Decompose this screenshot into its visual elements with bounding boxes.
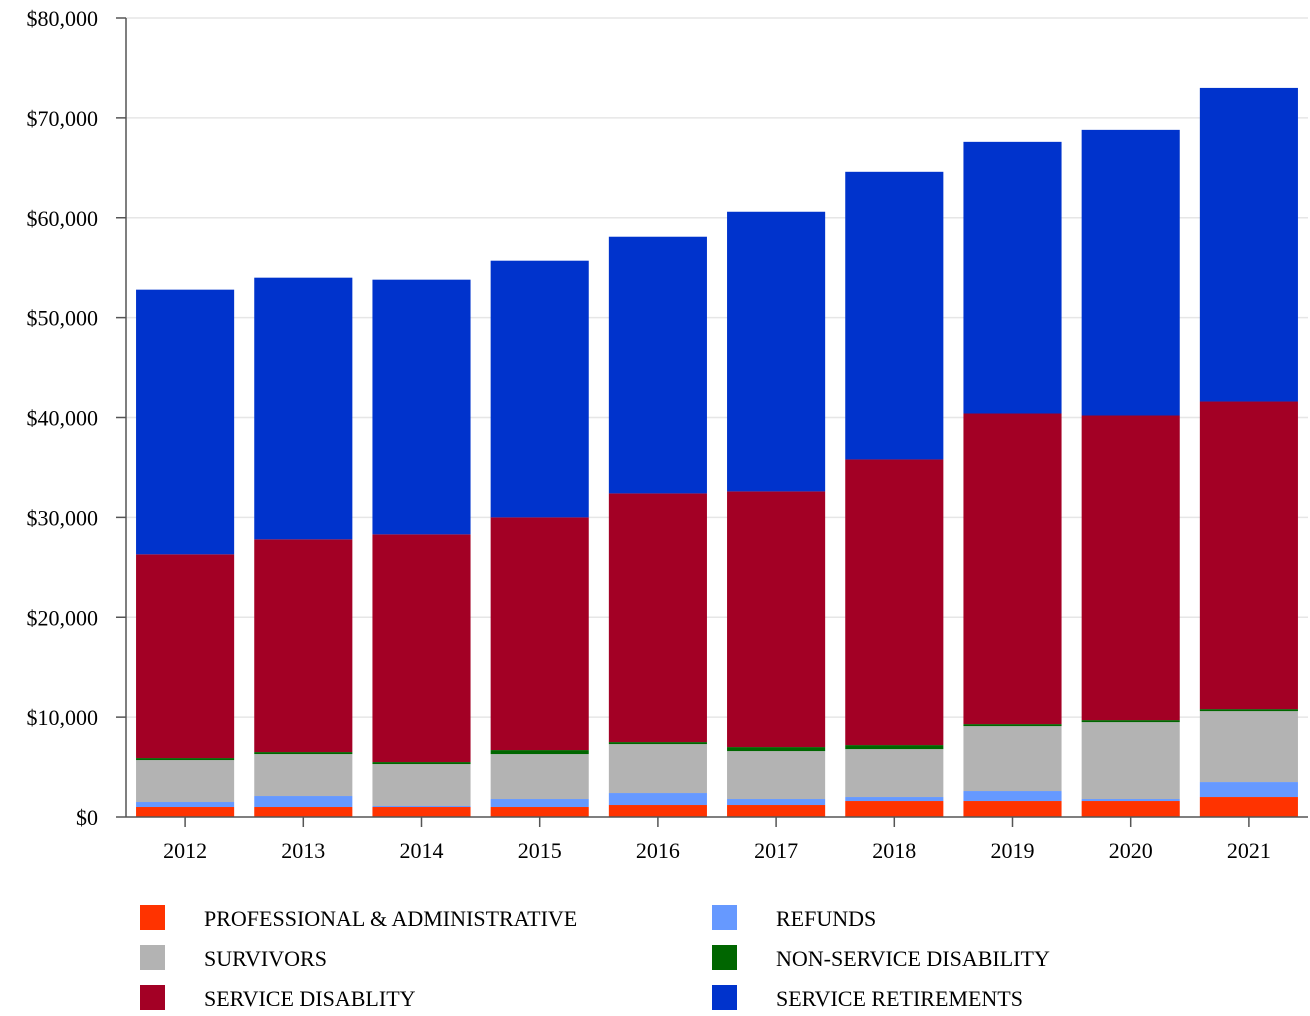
bar-segment-2013-series-0	[254, 807, 353, 817]
bar-segment-2015-series-1	[490, 799, 589, 808]
x-tick-label: 2021	[1227, 838, 1271, 863]
x-tick-label: 2014	[400, 838, 444, 863]
bar-segment-2016-series-2	[608, 744, 707, 794]
bar-segment-2015-series-4	[490, 517, 589, 751]
bar-segment-2014-series-5	[372, 279, 471, 535]
bars	[136, 87, 1298, 817]
bar-segment-2020-series-1	[1081, 799, 1180, 802]
bar-segment-2012-series-0	[136, 807, 235, 817]
bar-segment-2014-series-4	[372, 534, 471, 763]
x-tick-label: 2019	[991, 838, 1035, 863]
bar-segment-2017-series-1	[727, 799, 826, 806]
legend-swatch	[712, 905, 737, 930]
bar-segment-2020-series-4	[1081, 415, 1180, 721]
bar-segment-2015-series-0	[490, 807, 589, 817]
bar-segment-2013-series-3	[254, 752, 353, 755]
y-tick-label: $70,000	[27, 106, 99, 131]
bar-segment-2021-series-0	[1199, 797, 1298, 817]
bar-segment-2019-series-2	[963, 726, 1062, 792]
bar-segment-2017-series-4	[727, 491, 826, 748]
bar-segment-2017-series-2	[727, 751, 826, 800]
bar-segment-2014-series-1	[372, 806, 471, 808]
bar-segment-2016-series-3	[608, 742, 707, 745]
bar-segment-2014-series-3	[372, 762, 471, 765]
x-tick-label: 2016	[636, 838, 680, 863]
x-tick-label: 2017	[754, 838, 798, 863]
legend-swatch	[140, 945, 165, 970]
y-tick-label: $60,000	[27, 206, 99, 231]
bar-segment-2013-series-5	[254, 277, 353, 540]
legend-label: PROFESSIONAL & ADMINISTRATIVE	[204, 906, 577, 931]
bar-segment-2017-series-0	[727, 805, 826, 817]
y-tick-label: $10,000	[27, 705, 99, 730]
bar-segment-2021-series-1	[1199, 782, 1298, 798]
bar-segment-2012-series-1	[136, 802, 235, 808]
bar-segment-2012-series-3	[136, 758, 235, 761]
y-tick-label: $40,000	[27, 406, 99, 431]
bar-segment-2013-series-4	[254, 539, 353, 753]
bar-segment-2018-series-0	[845, 801, 944, 817]
bar-segment-2018-series-2	[845, 749, 944, 798]
legend-label: SURVIVORS	[204, 946, 327, 971]
bar-segment-2013-series-2	[254, 754, 353, 797]
legend-swatch	[140, 905, 165, 930]
bar-segment-2014-series-0	[372, 807, 471, 817]
bar-segment-2021-series-5	[1199, 87, 1298, 402]
bar-segment-2021-series-2	[1199, 711, 1298, 783]
legend-swatch	[712, 985, 737, 1010]
y-tick-label: $0	[76, 805, 98, 830]
bar-segment-2016-series-0	[608, 805, 707, 817]
bar-segment-2016-series-5	[608, 236, 707, 494]
legend: PROFESSIONAL & ADMINISTRATIVE REFUNDS SURV…	[140, 905, 1050, 1011]
y-tick-label: $50,000	[27, 306, 99, 331]
bar-segment-2019-series-0	[963, 801, 1062, 817]
bar-segment-2017-series-3	[727, 747, 826, 752]
y-tick-label: $30,000	[27, 505, 99, 530]
bar-segment-2015-series-5	[490, 260, 589, 518]
x-tick-label: 2020	[1109, 838, 1153, 863]
y-tick-label: $80,000	[27, 6, 99, 31]
bar-segment-2020-series-3	[1081, 720, 1180, 723]
bar-segment-2019-series-3	[963, 724, 1062, 727]
bar-segment-2020-series-0	[1081, 801, 1180, 817]
bar-segment-2012-series-4	[136, 554, 235, 759]
bar-segment-2015-series-2	[490, 754, 589, 800]
bar-segment-2018-series-5	[845, 171, 944, 460]
bar-segment-2013-series-1	[254, 796, 353, 808]
legend-swatch	[140, 985, 165, 1010]
legend-label: NON-SERVICE DISABILITY	[776, 946, 1050, 971]
bar-segment-2018-series-1	[845, 797, 944, 802]
bar-segment-2019-series-4	[963, 413, 1062, 725]
bar-segment-2012-series-2	[136, 760, 235, 803]
bar-segment-2021-series-4	[1199, 401, 1298, 710]
bar-segment-2019-series-5	[963, 141, 1062, 414]
bar-segment-2015-series-3	[490, 750, 589, 755]
x-tick-label: 2012	[163, 838, 207, 863]
legend-label: SERVICE RETIREMENTS	[776, 986, 1023, 1011]
bar-segment-2020-series-2	[1081, 722, 1180, 800]
legend-label: REFUNDS	[776, 906, 876, 931]
bar-segment-2016-series-4	[608, 493, 707, 743]
x-tick-label: 2015	[518, 838, 562, 863]
x-tick-label: 2018	[872, 838, 916, 863]
bar-segment-2020-series-5	[1081, 129, 1180, 416]
bar-segment-2018-series-4	[845, 459, 944, 746]
legend-swatch	[712, 945, 737, 970]
axes: $0 $10,000 $20,000 $30,000 $40,000 $50,000 $60…	[27, 6, 1308, 863]
bar-segment-2019-series-1	[963, 791, 1062, 802]
y-tick-label: $20,000	[27, 605, 99, 630]
x-tick-label: 2013	[281, 838, 325, 863]
bar-segment-2016-series-1	[608, 793, 707, 806]
bar-segment-2017-series-5	[727, 211, 826, 492]
bar-segment-2021-series-3	[1199, 709, 1298, 712]
bar-segment-2012-series-5	[136, 289, 235, 555]
bar-segment-2014-series-2	[372, 764, 471, 807]
legend-label: SERVICE DISABLITY	[204, 986, 416, 1011]
bar-segment-2018-series-3	[845, 745, 944, 750]
